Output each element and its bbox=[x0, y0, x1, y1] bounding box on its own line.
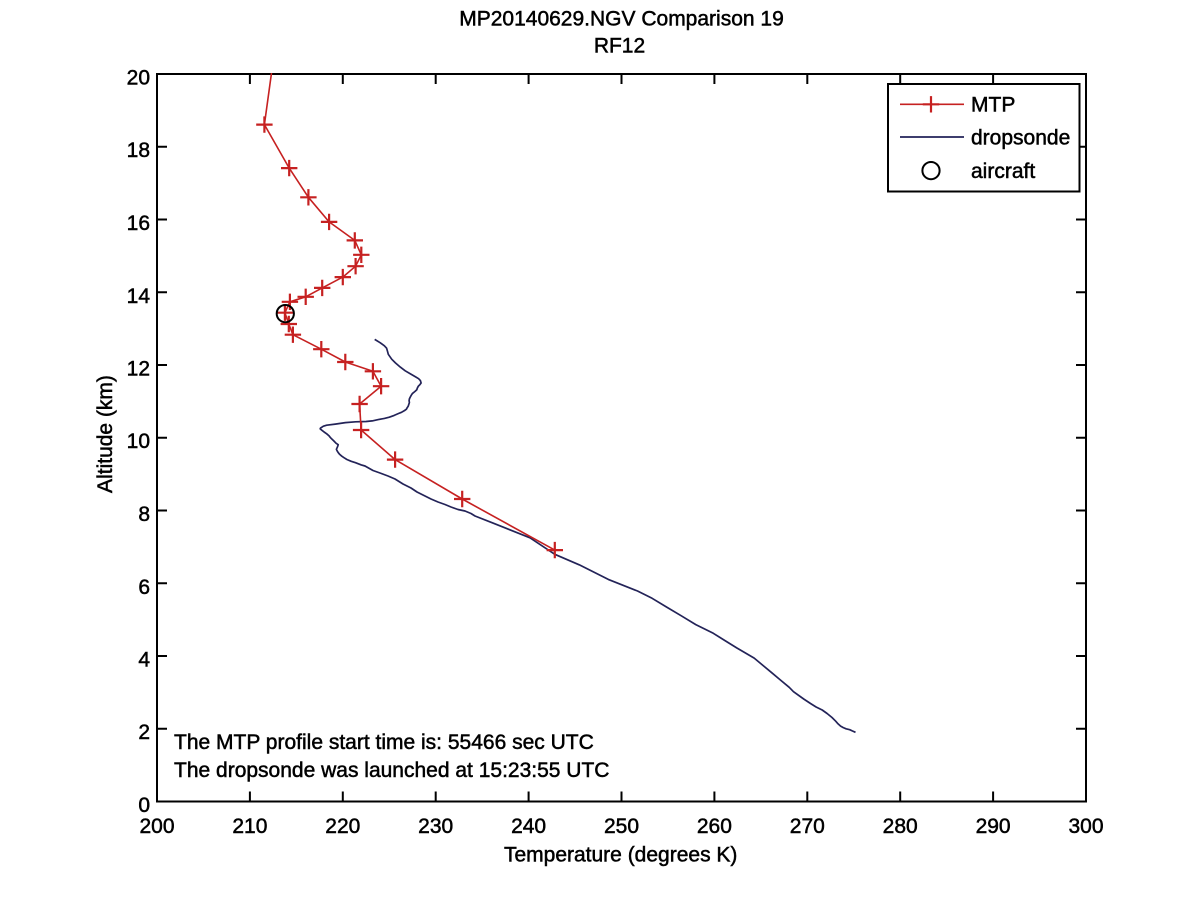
svg-text:14: 14 bbox=[127, 285, 151, 308]
svg-text:240: 240 bbox=[511, 815, 546, 838]
svg-text:The MTP profile start time is:: The MTP profile start time is: 55466 sec… bbox=[174, 731, 594, 754]
svg-text:18: 18 bbox=[127, 139, 150, 162]
svg-text:MTP: MTP bbox=[971, 94, 1015, 117]
svg-text:290: 290 bbox=[976, 815, 1011, 838]
svg-text:10: 10 bbox=[127, 430, 150, 453]
svg-text:6: 6 bbox=[138, 576, 150, 599]
svg-text:220: 220 bbox=[325, 815, 360, 838]
svg-text:0: 0 bbox=[138, 794, 150, 817]
svg-text:Temperature (degrees K): Temperature (degrees K) bbox=[504, 843, 737, 866]
svg-text:aircraft: aircraft bbox=[971, 160, 1035, 183]
svg-text:210: 210 bbox=[232, 815, 267, 838]
svg-text:280: 280 bbox=[883, 815, 918, 838]
svg-text:The dropsonde was launched at: The dropsonde was launched at 15:23:55 U… bbox=[174, 759, 609, 782]
svg-text:8: 8 bbox=[138, 503, 150, 526]
svg-text:Altitude (km): Altitude (km) bbox=[94, 375, 117, 493]
svg-text:250: 250 bbox=[604, 815, 639, 838]
svg-text:230: 230 bbox=[418, 815, 453, 838]
svg-text:270: 270 bbox=[790, 815, 825, 838]
svg-text:4: 4 bbox=[138, 649, 150, 672]
svg-text:20: 20 bbox=[127, 67, 150, 90]
svg-text:12: 12 bbox=[127, 358, 150, 381]
svg-text:200: 200 bbox=[139, 815, 174, 838]
svg-text:16: 16 bbox=[127, 212, 150, 235]
svg-text:MP20140629.NGV Comparison 19: MP20140629.NGV Comparison 19 bbox=[459, 7, 784, 30]
svg-text:RF12: RF12 bbox=[594, 35, 645, 58]
svg-text:300: 300 bbox=[1068, 815, 1103, 838]
svg-text:dropsonde: dropsonde bbox=[971, 126, 1070, 149]
svg-text:2: 2 bbox=[138, 721, 150, 744]
svg-text:260: 260 bbox=[697, 815, 732, 838]
